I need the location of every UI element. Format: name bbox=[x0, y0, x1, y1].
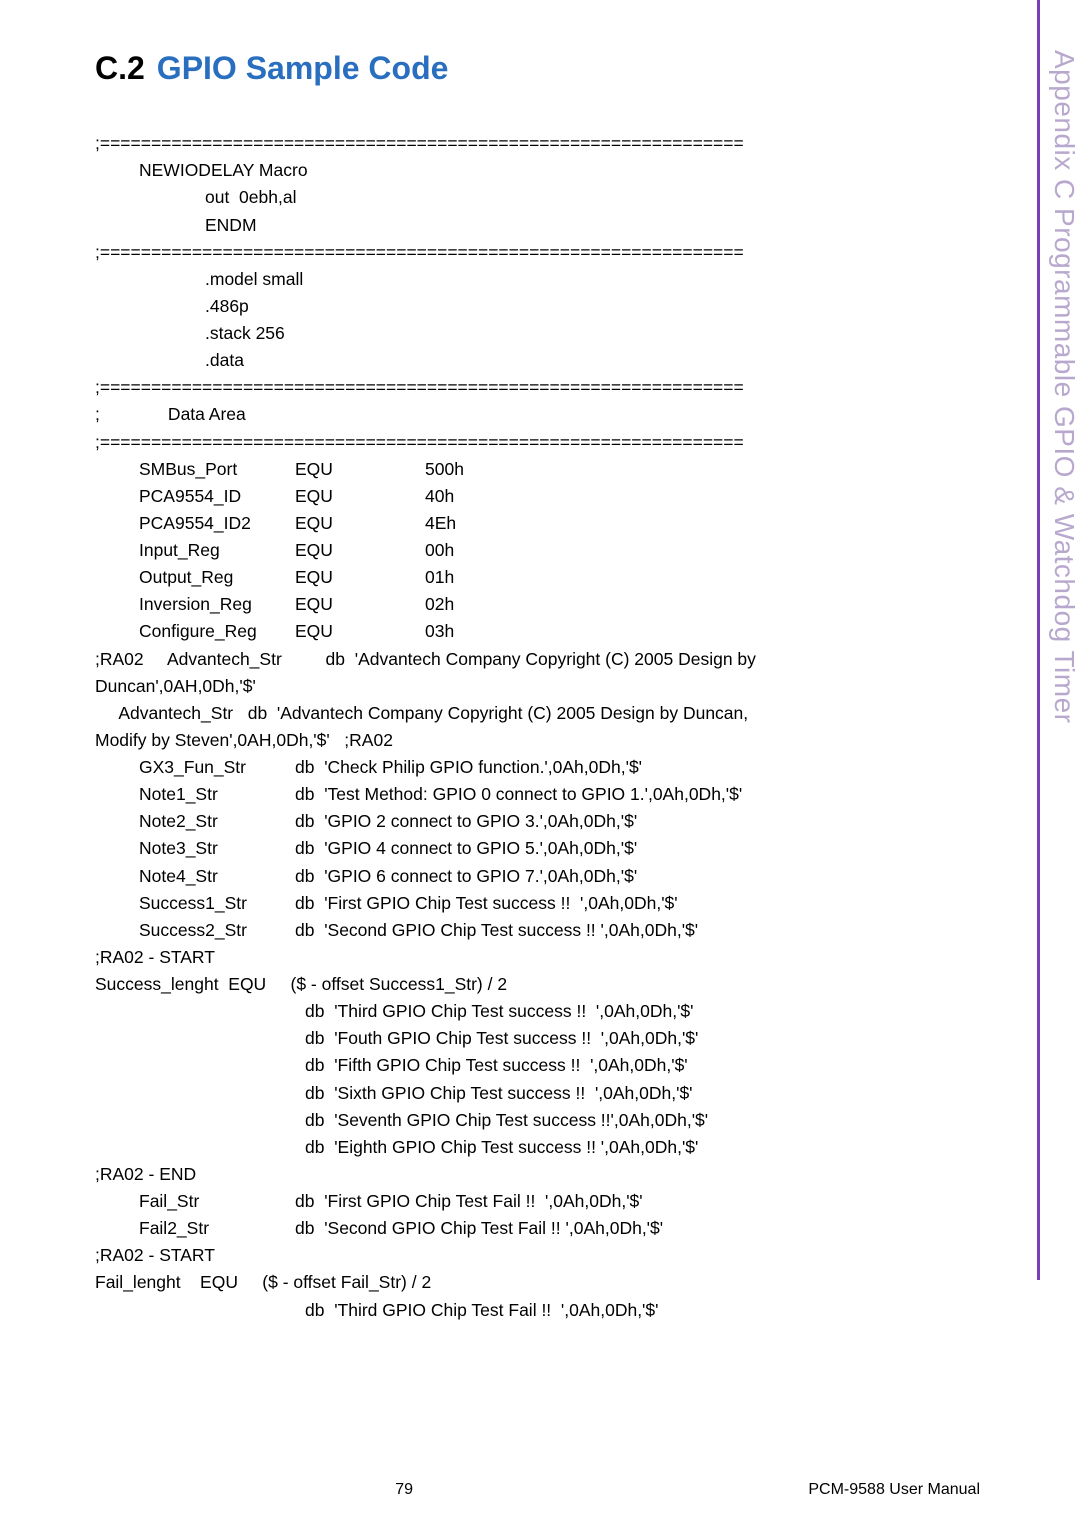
sep-line: ;=======================================… bbox=[95, 377, 744, 397]
section-title: GPIO Sample Code bbox=[157, 50, 449, 86]
ra02-end: ;RA02 - END bbox=[95, 1164, 196, 1184]
str-row: Success2_Strdb 'Second GPIO Chip Test su… bbox=[95, 917, 1010, 944]
success-length: Success_lenght EQU ($ - offset Success1_… bbox=[95, 974, 507, 994]
page-number: 79 bbox=[0, 1481, 808, 1499]
adv-line: Duncan',0AH,0Dh,'$' bbox=[95, 676, 256, 696]
db-line: db 'Eighth GPIO Chip Test success !! ',0… bbox=[95, 1134, 1010, 1161]
str-row: Note3_Strdb 'GPIO 4 connect to GPIO 5.',… bbox=[95, 835, 1010, 862]
equ-row: PCA9554_IDEQU40h bbox=[95, 483, 1010, 510]
db-line: db 'Fouth GPIO Chip Test success !! ',0A… bbox=[95, 1025, 1010, 1052]
sep-line: ;=======================================… bbox=[95, 432, 744, 452]
manual-name: PCM-9588 User Manual bbox=[808, 1481, 980, 1499]
fail-row: Fail_Strdb 'First GPIO Chip Test Fail !!… bbox=[95, 1188, 1010, 1215]
str-row: Note4_Strdb 'GPIO 6 connect to GPIO 7.',… bbox=[95, 863, 1010, 890]
equ-row: Input_RegEQU00h bbox=[95, 537, 1010, 564]
fail-row: Fail2_Strdb 'Second GPIO Chip Test Fail … bbox=[95, 1215, 1010, 1242]
adv-line: Modify by Steven',0AH,0Dh,'$' ;RA02 bbox=[95, 730, 393, 750]
model-l1: .model small bbox=[95, 266, 1010, 293]
equ-row: SMBus_PortEQU500h bbox=[95, 456, 1010, 483]
model-l3: .stack 256 bbox=[95, 320, 1010, 347]
equ-row: Inversion_RegEQU02h bbox=[95, 591, 1010, 618]
db-line: db 'Third GPIO Chip Test success !! ',0A… bbox=[95, 998, 1010, 1025]
model-l2: .486p bbox=[95, 293, 1010, 320]
section-heading: C.2 GPIO Sample Code bbox=[95, 50, 1010, 87]
equ-row: PCA9554_ID2EQU4Eh bbox=[95, 510, 1010, 537]
str-row: Success1_Strdb 'First GPIO Chip Test suc… bbox=[95, 890, 1010, 917]
sep-line: ;=======================================… bbox=[95, 242, 744, 262]
ra02-start: ;RA02 - START bbox=[95, 1245, 215, 1265]
equ-row: Configure_RegEQU03h bbox=[95, 618, 1010, 645]
code-block: ;=======================================… bbox=[95, 103, 1010, 1324]
db-line: db 'Sixth GPIO Chip Test success !! ',0A… bbox=[95, 1080, 1010, 1107]
adv-line: ;RA02 Advantech_Str db 'Advantech Compan… bbox=[95, 649, 756, 669]
model-l4: .data bbox=[95, 347, 1010, 374]
str-row: Note1_Strdb 'Test Method: GPIO 0 connect… bbox=[95, 781, 1010, 808]
str-row: Note2_Strdb 'GPIO 2 connect to GPIO 3.',… bbox=[95, 808, 1010, 835]
ra02-start: ;RA02 - START bbox=[95, 947, 215, 967]
side-chapter-text: Appendix C Programmable GPIO & Watchdog … bbox=[1040, 50, 1080, 1150]
macro-l1: NEWIODELAY Macro bbox=[95, 157, 1010, 184]
equ-row: Output_RegEQU01h bbox=[95, 564, 1010, 591]
db-line: db 'Seventh GPIO Chip Test success !!',0… bbox=[95, 1107, 1010, 1134]
db-line: db 'Third GPIO Chip Test Fail !! ',0Ah,0… bbox=[95, 1297, 1010, 1324]
page-footer: 79 PCM-9588 User Manual bbox=[0, 1481, 1080, 1499]
db-line: db 'Fifth GPIO Chip Test success !! ',0A… bbox=[95, 1052, 1010, 1079]
macro-l3: ENDM bbox=[95, 212, 1010, 239]
sep-line: ;=======================================… bbox=[95, 133, 744, 153]
section-number: C.2 bbox=[95, 50, 145, 86]
data-area-label: ; Data Area bbox=[95, 404, 246, 424]
fail-length: Fail_lenght EQU ($ - offset Fail_Str) / … bbox=[95, 1272, 431, 1292]
macro-l2: out 0ebh,al bbox=[95, 184, 1010, 211]
adv-line: Advantech_Str db 'Advantech Company Copy… bbox=[95, 703, 748, 723]
str-row: GX3_Fun_Strdb 'Check Philip GPIO functio… bbox=[95, 754, 1010, 781]
